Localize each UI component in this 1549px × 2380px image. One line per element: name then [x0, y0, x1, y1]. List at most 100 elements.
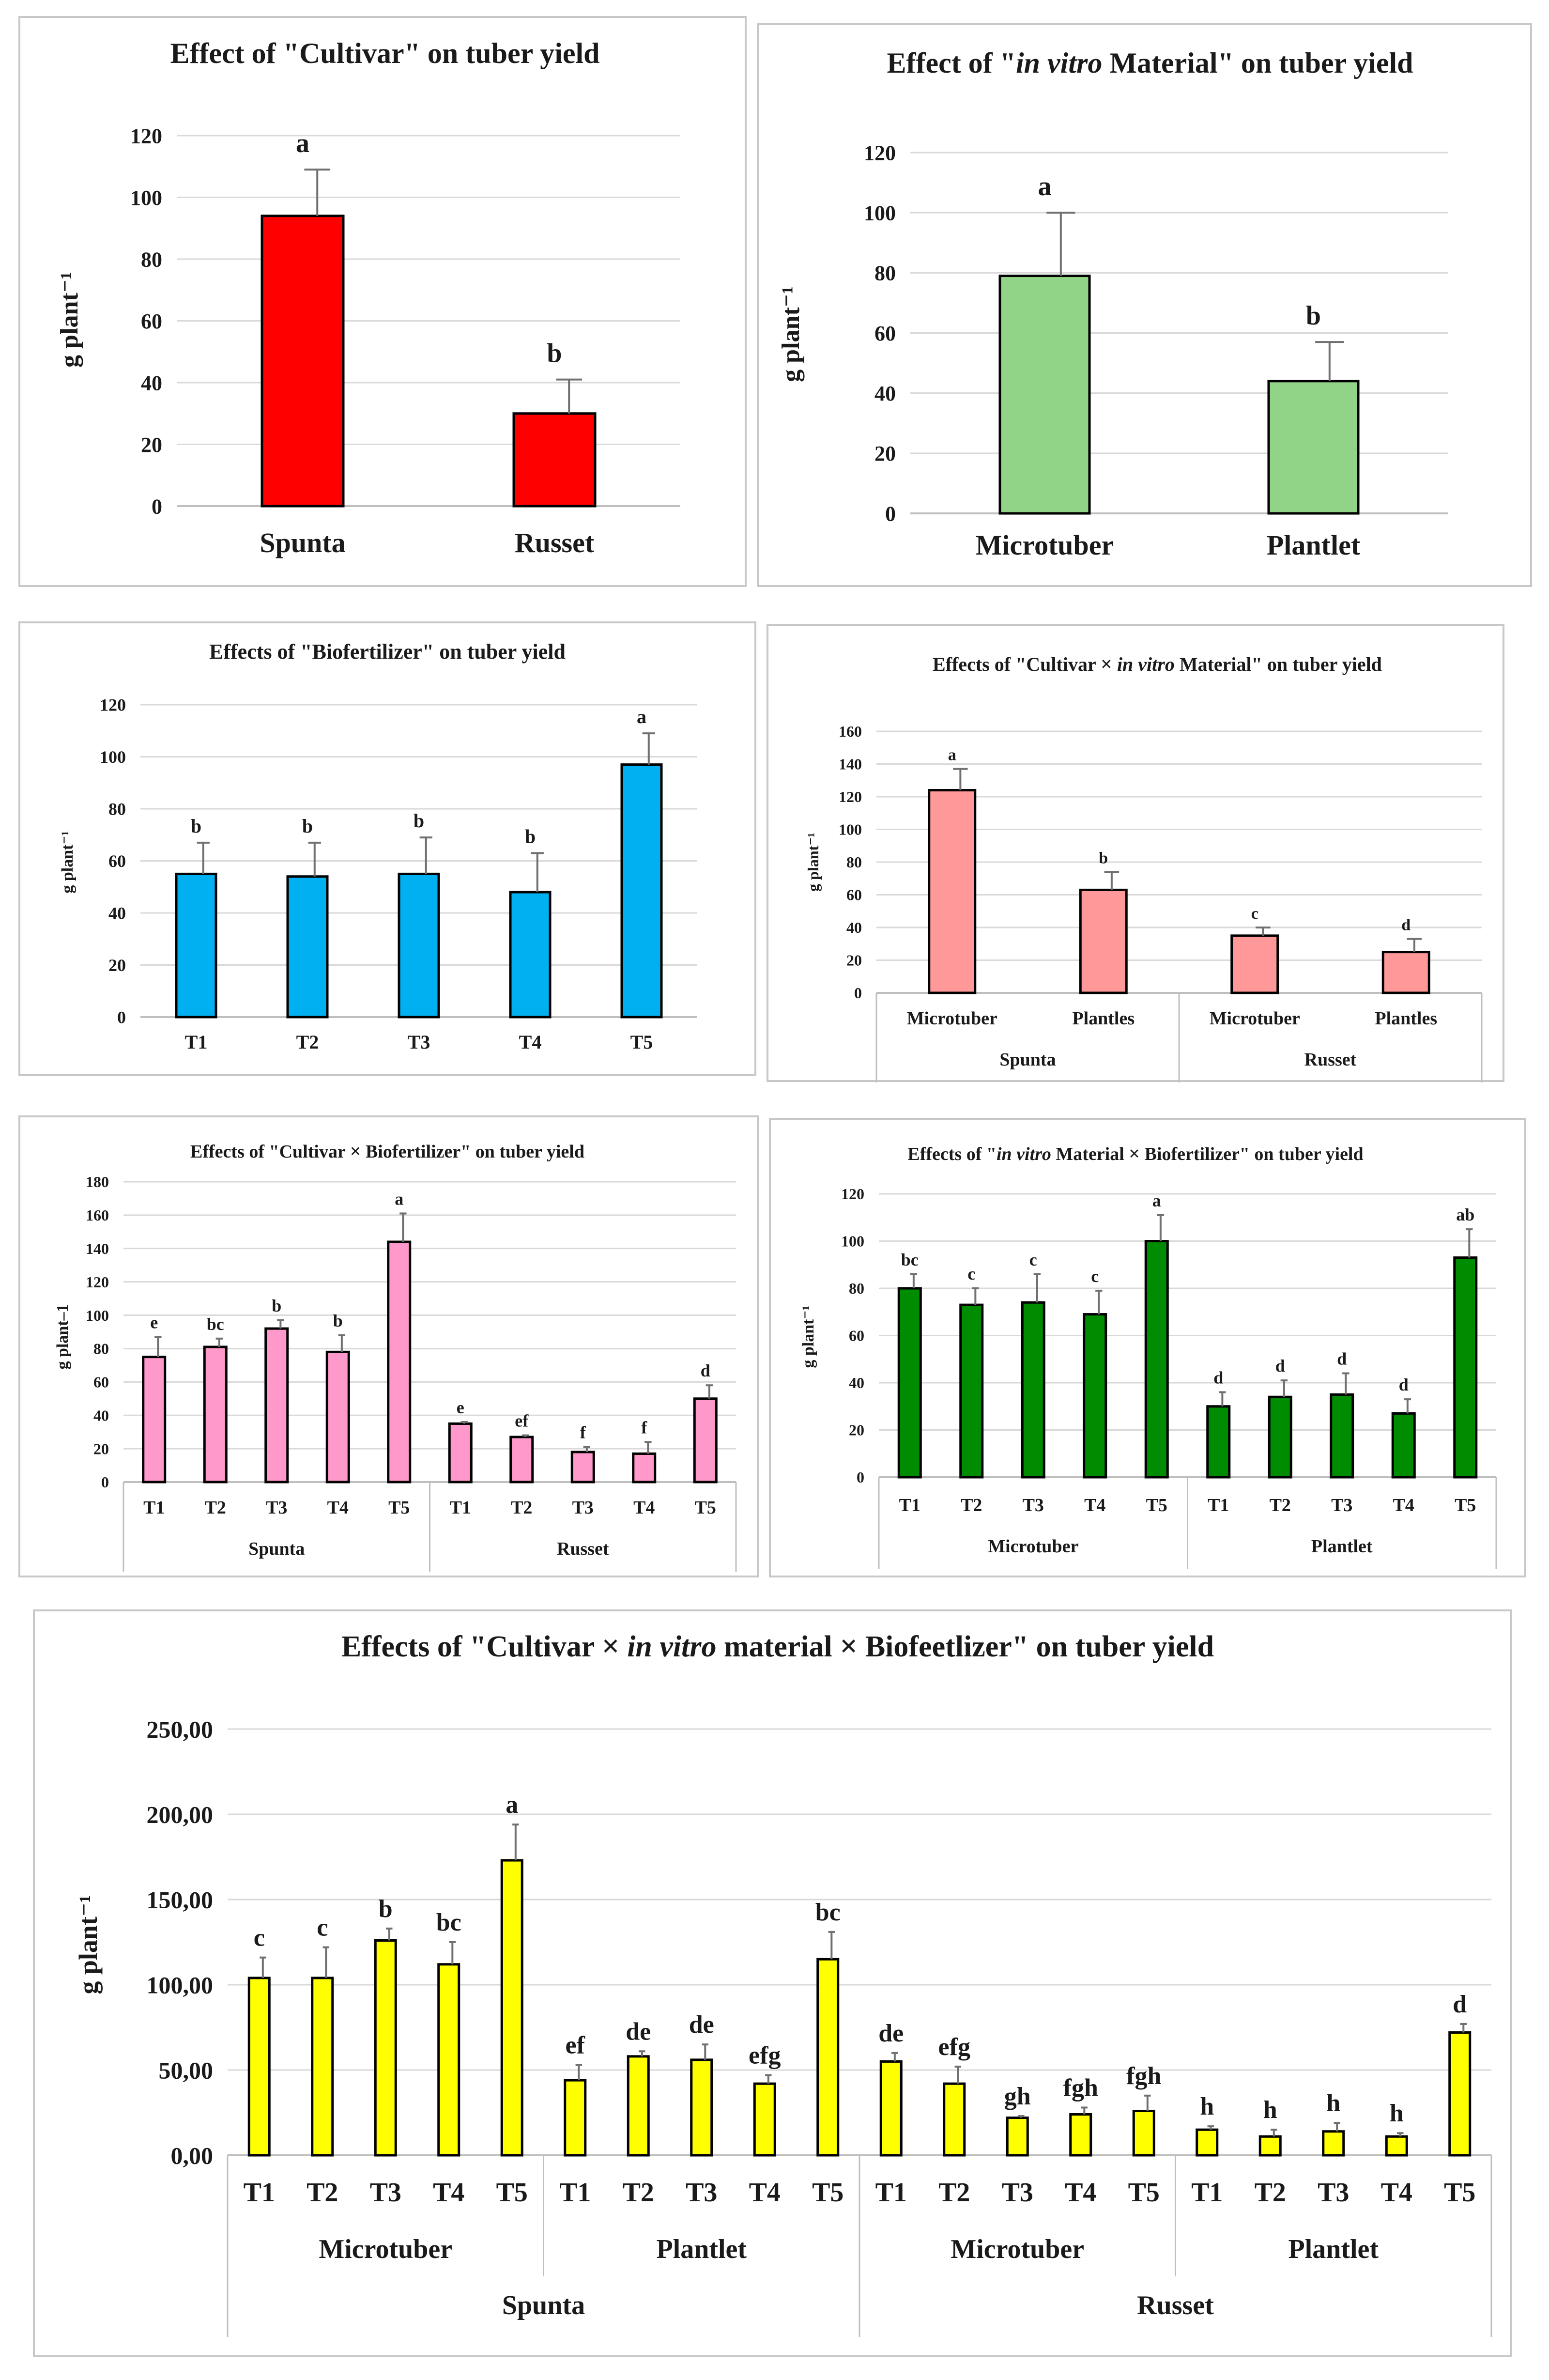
x-tick-label: Plantlet	[1267, 529, 1361, 561]
x-tick-label: T2	[1270, 1495, 1291, 1515]
x-tick-label: T4	[327, 1498, 349, 1518]
bar	[437, 1963, 460, 2157]
y-tick-label: 80	[93, 1340, 109, 1358]
significance-letter: ef	[515, 1411, 529, 1431]
bar	[1391, 1412, 1416, 1479]
y-tick-label: 40	[846, 919, 862, 936]
x-tick-label: T1	[1208, 1495, 1229, 1515]
significance-letter: efg	[938, 2033, 970, 2061]
bar	[1083, 1313, 1107, 1479]
bar	[247, 1977, 271, 2157]
bar	[286, 875, 329, 1019]
bar	[1268, 1395, 1292, 1479]
y-tick-label: 20	[846, 952, 862, 969]
x-tick-label: T2	[623, 2178, 654, 2208]
significance-letter: de	[626, 2018, 651, 2045]
significance-letter: efg	[749, 2042, 781, 2070]
x-tick-label: T3	[1318, 2178, 1349, 2208]
significance-letter: h	[1326, 2089, 1340, 2117]
group-label: Russet	[1304, 1050, 1357, 1070]
y-tick-label: 120	[130, 124, 162, 148]
significance-letter: b	[547, 339, 562, 369]
significance-letter: c	[967, 1264, 975, 1283]
x-tick-label: T5	[812, 2178, 844, 2208]
y-tick-label: 0	[101, 1473, 109, 1491]
bar	[509, 891, 552, 1019]
x-tick-label: T3	[266, 1498, 287, 1518]
bar	[564, 2079, 587, 2157]
y-tick-label: 0	[857, 1468, 864, 1486]
x-tick-label: Spunta	[260, 527, 345, 558]
x-tick-label: Plantles	[1072, 1008, 1135, 1029]
y-tick-label: 20	[874, 442, 896, 465]
x-tick-label: T5	[1444, 2178, 1475, 2208]
significance-letter: d	[701, 1361, 710, 1380]
bar	[816, 1958, 840, 2157]
x-tick-label: T4	[1393, 1495, 1414, 1515]
y-tick-label: 120	[86, 1273, 109, 1291]
x-tick-label: Russet	[515, 527, 595, 558]
significance-letter: c	[317, 1914, 328, 1942]
bar	[142, 1356, 167, 1484]
significance-letter: h	[1390, 2100, 1404, 2127]
chart-title: Effects of "Cultivar × in vitro Material…	[933, 653, 1382, 676]
significance-letter: ef	[566, 2031, 585, 2059]
x-tick-label: Microtuber	[1210, 1008, 1300, 1029]
bar	[998, 275, 1091, 515]
y-axis-label: g plant–1	[54, 1304, 72, 1369]
y-tick-label: 20	[141, 433, 162, 457]
bar	[897, 1287, 922, 1479]
bar	[1079, 888, 1128, 994]
significance-letter: bc	[815, 1899, 841, 1926]
bar	[175, 872, 217, 1019]
significance-letter: a	[1152, 1191, 1161, 1210]
bar	[500, 1859, 523, 2157]
y-tick-label: 120	[839, 788, 862, 805]
significance-letter: gh	[1004, 2083, 1031, 2110]
chart-panel-1: Effect of "Cultivar" on tuber yield 0 20 40…	[18, 16, 747, 587]
y-tick-label: 0	[854, 984, 862, 1002]
x-tick-label: T3	[1023, 1495, 1044, 1515]
bar	[959, 1303, 984, 1479]
bar	[928, 789, 977, 994]
bar	[627, 2055, 650, 2157]
significance-letter: fgh	[1063, 2074, 1098, 2102]
x-tick-label: T1	[559, 2178, 591, 2208]
x-tick-label: T4	[633, 1498, 655, 1518]
significance-letter: a	[296, 128, 309, 158]
bar	[1322, 2130, 1345, 2157]
bar	[325, 1350, 350, 1484]
chart-panel-3: Effects of "Biofertilizer" on tuber yiel…	[18, 621, 756, 1076]
significance-letter: b	[272, 1296, 281, 1315]
y-tick-label: 140	[839, 756, 862, 773]
subgroup-label: Plantlet	[656, 2234, 747, 2264]
y-axis-label: g plant⁻¹	[74, 1895, 103, 1994]
bar	[264, 1327, 289, 1484]
y-tick-label: 150,00	[147, 1886, 214, 1914]
bar	[398, 872, 440, 1019]
bar	[448, 1422, 473, 1484]
y-tick-label: 60	[108, 851, 126, 871]
significance-letter: f	[580, 1423, 586, 1442]
group-label: Russet	[557, 1539, 609, 1559]
y-tick-label: 80	[849, 1280, 864, 1297]
bar	[943, 2082, 966, 2157]
bar	[879, 2060, 903, 2157]
significance-letter: c	[1091, 1267, 1099, 1286]
significance-letter: de	[689, 2011, 714, 2039]
subgroup-label: Microtuber	[951, 2234, 1084, 2264]
x-tick-label: T4	[519, 1031, 542, 1053]
significance-letter: f	[641, 1418, 647, 1437]
y-tick-label: 50,00	[159, 2057, 214, 2084]
y-tick-label: 0	[117, 1008, 126, 1027]
y-tick-label: 100	[86, 1307, 109, 1324]
y-tick-label: 160	[839, 723, 862, 740]
y-tick-label: 120	[100, 695, 126, 715]
significance-letter: bc	[901, 1250, 919, 1269]
y-tick-label: 100,00	[147, 1972, 214, 1999]
x-tick-label: T1	[185, 1031, 208, 1053]
significance-letter: e	[150, 1313, 158, 1332]
panel-frame	[33, 1609, 1512, 2357]
significance-letter: b	[1306, 301, 1321, 331]
significance-letter: d	[1213, 1368, 1223, 1388]
